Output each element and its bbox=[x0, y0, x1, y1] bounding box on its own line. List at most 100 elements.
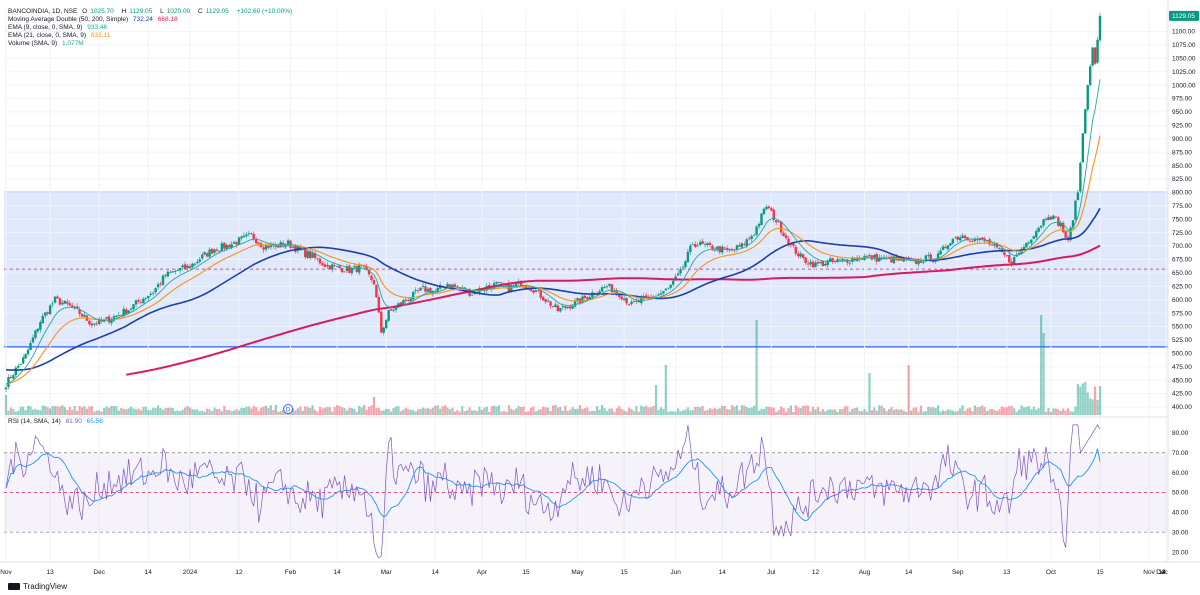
volume-bar bbox=[586, 407, 589, 415]
volume-bar bbox=[802, 405, 805, 415]
volume-bar bbox=[696, 406, 699, 415]
volume-bar bbox=[409, 409, 412, 415]
candle bbox=[80, 313, 84, 317]
candle bbox=[411, 291, 415, 300]
volume-bar bbox=[627, 407, 631, 415]
volume-bar bbox=[353, 408, 356, 415]
volume-bar bbox=[262, 406, 265, 415]
candle bbox=[865, 256, 869, 257]
volume-bar bbox=[316, 411, 319, 415]
time-tick-label: 12 bbox=[812, 569, 820, 576]
volume-bar bbox=[905, 411, 908, 415]
candle bbox=[174, 271, 177, 272]
volume-bar bbox=[843, 406, 846, 415]
volume-bar bbox=[539, 409, 542, 415]
candle bbox=[924, 255, 928, 262]
indicator-ma-double[interactable]: Moving Average Double (50, 200, Simple) … bbox=[8, 16, 178, 23]
volume-bar bbox=[220, 411, 223, 415]
volume-bar bbox=[929, 407, 932, 415]
candle bbox=[713, 250, 717, 251]
candle bbox=[416, 290, 420, 292]
time-tick-label: 14 bbox=[905, 569, 913, 576]
candle bbox=[784, 235, 788, 239]
volume-bar bbox=[63, 407, 66, 415]
volume-bar bbox=[789, 405, 793, 415]
candle bbox=[151, 292, 155, 294]
volume-bar bbox=[883, 408, 886, 415]
volume-bar bbox=[765, 406, 768, 415]
candle bbox=[318, 258, 322, 264]
volume-bar bbox=[846, 406, 849, 415]
candle bbox=[1044, 218, 1048, 220]
volume-bar bbox=[26, 405, 30, 415]
time-tick-label: 14 bbox=[719, 569, 727, 576]
candle bbox=[635, 300, 638, 302]
volume-bar bbox=[39, 410, 42, 415]
volume-bar bbox=[868, 373, 871, 415]
price-tick-label: 525.00 bbox=[1172, 337, 1192, 344]
volume-bar bbox=[147, 409, 150, 415]
volume-bar bbox=[483, 407, 486, 415]
volume-bar bbox=[76, 410, 79, 415]
candle bbox=[1084, 109, 1087, 134]
volume-bar bbox=[870, 410, 873, 415]
volume-bar bbox=[279, 411, 282, 415]
volume-bar bbox=[637, 411, 640, 415]
volume-bar bbox=[360, 407, 363, 415]
volume-bar bbox=[971, 411, 974, 415]
volume-bar bbox=[83, 406, 86, 415]
candle bbox=[1047, 217, 1050, 220]
candle bbox=[541, 296, 545, 301]
volume-bar bbox=[596, 406, 599, 415]
candle bbox=[397, 303, 400, 306]
candle bbox=[723, 247, 726, 249]
candle bbox=[745, 239, 748, 247]
volume-bar bbox=[434, 405, 437, 415]
volume-bar bbox=[41, 405, 44, 415]
indicator-volume[interactable]: Volume (SMA, 9) 1.077M bbox=[8, 40, 84, 47]
volume-bar bbox=[85, 408, 89, 415]
volume-bar bbox=[363, 405, 366, 415]
volume-bar bbox=[650, 407, 653, 415]
volume-bar bbox=[605, 411, 609, 415]
volume-bar bbox=[512, 410, 515, 415]
volume-bar bbox=[49, 408, 52, 415]
candle bbox=[41, 315, 44, 324]
candle bbox=[671, 280, 675, 285]
volume-bar bbox=[551, 405, 555, 415]
candle bbox=[323, 264, 327, 267]
tradingview-logo[interactable]: TradingView bbox=[8, 582, 67, 591]
volume-bar bbox=[161, 409, 165, 415]
volume-bar bbox=[53, 406, 57, 415]
volume-bar bbox=[24, 410, 27, 415]
candle bbox=[1012, 257, 1016, 265]
volume-bar bbox=[1032, 406, 1035, 415]
volume-bar bbox=[1047, 408, 1050, 415]
candle bbox=[1017, 252, 1021, 255]
volume-bar bbox=[480, 409, 483, 415]
volume-bar bbox=[797, 407, 800, 415]
volume-bar bbox=[981, 405, 984, 415]
volume-bar bbox=[412, 409, 415, 415]
indicator-ema9[interactable]: EMA (9, close, 0, SMA, 9) 933.46 bbox=[8, 24, 108, 31]
candle bbox=[838, 259, 842, 261]
candle bbox=[1052, 215, 1055, 220]
volume-bar bbox=[1003, 407, 1006, 415]
time-tick-label: Dec bbox=[93, 569, 105, 576]
rsi-pane bbox=[4, 416, 1168, 559]
candle bbox=[124, 309, 128, 314]
volume-bar bbox=[7, 410, 10, 415]
candle bbox=[995, 243, 999, 248]
candle bbox=[522, 286, 525, 288]
candle bbox=[1086, 85, 1089, 110]
indicator-rsi[interactable]: RSI (14, SMA, 14) 81.90 65.56 bbox=[8, 418, 103, 425]
volume-bar bbox=[632, 411, 636, 415]
indicator-ema21[interactable]: EMA (21, close, 0, SMA, 9) 832.11 bbox=[8, 32, 111, 39]
volume-bar bbox=[762, 408, 766, 415]
candle bbox=[554, 304, 557, 307]
volume-bar bbox=[61, 405, 64, 415]
candle bbox=[544, 299, 547, 302]
volume-bar bbox=[699, 407, 702, 415]
volume-bar bbox=[973, 405, 977, 415]
